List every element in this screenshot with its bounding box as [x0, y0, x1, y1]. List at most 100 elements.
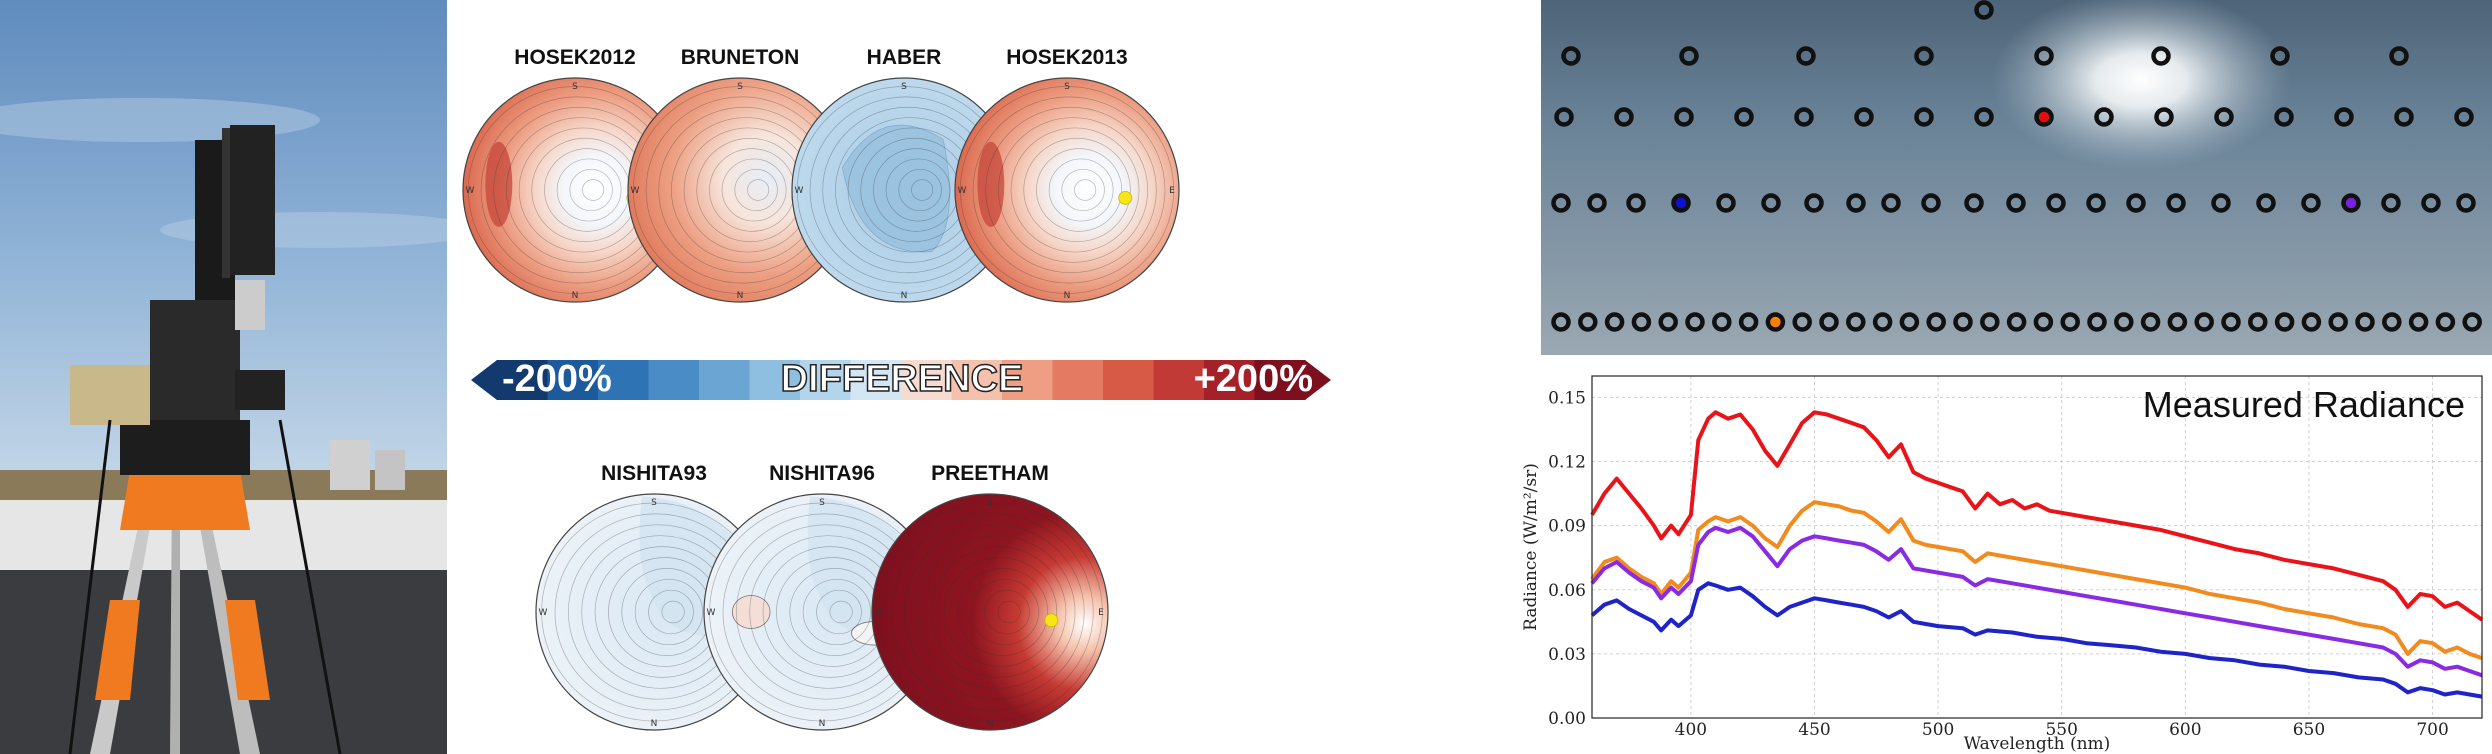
- sky-sample-marker: [2454, 107, 2474, 127]
- radiance-series-line-1: [1590, 500, 2483, 660]
- colorbar-swatch: [699, 360, 750, 400]
- y-tick-label: 0.06: [1548, 581, 1586, 601]
- sky-sample-marker: [2194, 312, 2214, 332]
- sky-sample-marker: [2126, 193, 2146, 213]
- colorbar-swatch: [901, 360, 952, 400]
- polar-plot-title: HOSEK2013: [1006, 46, 1127, 69]
- cardinal-s: S: [572, 82, 578, 92]
- x-tick-label: 400: [1675, 720, 1707, 740]
- sky-sample-marker: [1765, 312, 1786, 332]
- contour-line: [997, 600, 1021, 624]
- sky-sample-marker: [1796, 46, 1816, 66]
- polar-disk: [954, 77, 1180, 303]
- sky-sample-marker: [1974, 0, 1994, 20]
- contour-line: [885, 158, 951, 222]
- contour-line: [890, 513, 1094, 711]
- colorbar-swatch: [749, 360, 801, 400]
- polar-plot-hosek2012: HOSEK2012SNWE: [462, 46, 688, 303]
- sky-sample-marker: [1872, 312, 1893, 332]
- sky-sample-marker: [2301, 312, 2322, 332]
- cardinal-e: E: [1098, 608, 1104, 618]
- contour-line: [829, 600, 853, 624]
- polar-plot-title: NISHITA96: [769, 462, 875, 485]
- sky-sample-marker: [2034, 107, 2054, 127]
- overestimate-region: [977, 141, 1005, 227]
- cardinal-w: W: [875, 608, 884, 618]
- sky-sample-marker: [1561, 46, 1581, 66]
- contour-line: [582, 179, 605, 201]
- sky-sample-marker: [2086, 193, 2106, 213]
- sky-sample-marker: [2301, 193, 2321, 213]
- polar-plot-title: NISHITA93: [601, 462, 707, 485]
- sky-sample-marker: [1716, 193, 1736, 213]
- colorbar-swatch: [951, 360, 1003, 400]
- sky-sample-marker: [1794, 107, 1814, 127]
- overestimate-region: [485, 141, 513, 227]
- contour-line: [1074, 179, 1097, 201]
- sky-sample-marker: [1921, 193, 1941, 213]
- cardinal-s: S: [819, 498, 825, 508]
- y-tick-label: 0.09: [1548, 517, 1586, 537]
- cardinal-w: W: [631, 186, 640, 196]
- sky-sample-marker: [2456, 193, 2476, 213]
- chart-title: Measured Radiance: [2143, 384, 2465, 425]
- contour-line: [556, 158, 622, 222]
- sky-sample-marker: [1881, 193, 1901, 213]
- sky-sample-marker: [1631, 312, 1652, 332]
- y-tick-label: 0.12: [1548, 453, 1586, 473]
- sky-sample-marker: [1626, 193, 1646, 213]
- sky-sample-marker: [2355, 312, 2375, 332]
- polar-plot-title: HABER: [867, 46, 942, 69]
- cardinal-n: N: [572, 291, 579, 301]
- contour-line: [634, 578, 703, 646]
- x-tick-label: 600: [2169, 720, 2201, 740]
- sky-sample-marker: [1899, 312, 1920, 332]
- contour-line: [903, 524, 1085, 700]
- polar-disk: [871, 493, 1109, 731]
- sky-sample-marker: [1658, 312, 1678, 332]
- sky-sample-marker: [2167, 312, 2188, 332]
- sky-sample-marker: [1914, 107, 1934, 127]
- cardinal-n: N: [651, 719, 658, 729]
- sky-sample-marker: [2328, 312, 2348, 332]
- cardinal-n: N: [987, 719, 994, 729]
- sky-sample-marker: [1685, 312, 1705, 332]
- sky-sample-marker: [2033, 312, 2054, 332]
- underestimate-region: [841, 124, 950, 253]
- cardinal-n: N: [819, 719, 826, 729]
- sun-position-marker: [1044, 613, 1059, 628]
- contour-line: [1010, 127, 1140, 253]
- sky-sample-marker: [1792, 312, 1812, 332]
- colorbar-swatch: [800, 360, 851, 400]
- sky-sample-marker: [2006, 193, 2026, 213]
- contour-line: [1061, 168, 1105, 212]
- colorbar-swatch: [1103, 360, 1154, 400]
- contour-line: [1023, 137, 1131, 243]
- sky-sample-marker: [1854, 107, 1874, 127]
- sky-sample-marker: [1819, 312, 1839, 332]
- colorbar-max-label: +200%: [1194, 358, 1313, 400]
- contour-line: [985, 106, 1157, 274]
- contour-line: [816, 589, 862, 635]
- polar-plot-bruneton: BRUNETONSNWE: [627, 46, 853, 303]
- contour-line: [959, 86, 1175, 294]
- sky-sample-marker: [1738, 312, 1759, 332]
- sky-sample-marker: [2274, 312, 2295, 332]
- sky-sample-marker: [1980, 312, 2000, 332]
- sky-sample-marker: [1761, 193, 1781, 213]
- colorbar-swatch: [1204, 360, 1255, 400]
- contour-line: [648, 589, 694, 635]
- contour-line: [569, 168, 613, 212]
- sky-sample-marker: [2389, 46, 2409, 66]
- sky-sample-marker: [1914, 46, 1934, 66]
- x-tick-label: 500: [1922, 720, 1954, 740]
- colorbar-right-arrow: [1305, 360, 1331, 400]
- sky-sample-marker: [2248, 312, 2268, 332]
- sky-sample-marker: [1671, 193, 1691, 213]
- polar-plot-haber: HABERSNWE: [791, 46, 1017, 303]
- sky-sample-marker: [2087, 312, 2107, 332]
- colorbar-swatch: [547, 360, 599, 400]
- polar-plot-hosek2013: HOSEK2013 S N W E: [954, 46, 1180, 303]
- radiance-series-line-3: [1590, 581, 2483, 699]
- cardinal-s: S: [1064, 82, 1070, 92]
